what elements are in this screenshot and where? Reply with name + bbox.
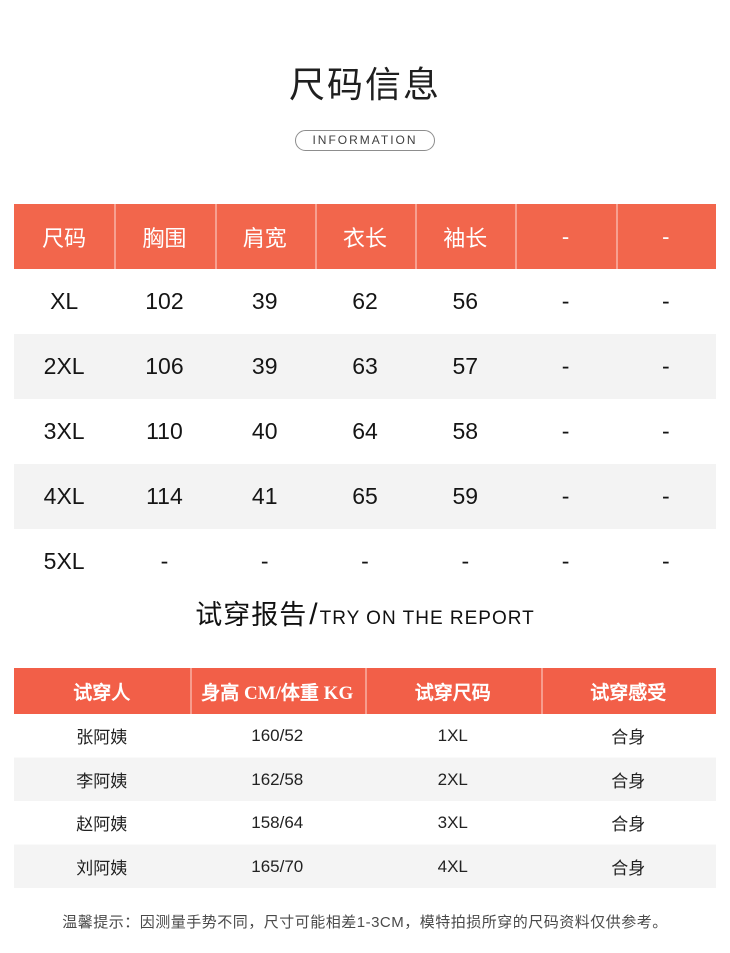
size-cell: 40 [251,418,278,444]
title-slash: / [309,598,318,631]
tryon-title-chinese: 试穿报告 [195,600,308,630]
size-cell: 58 [452,418,479,444]
tryon-table: 试穿人 身高 CM/体重 KG 试穿尺码 试穿感受 张阿姨 160/52 1XL… [14,668,716,888]
tryon-cell: 张阿姨 [76,728,128,747]
tryon-cell: 3XL [437,812,468,832]
size-cell: 106 [145,353,184,379]
size-cell: - [662,483,670,509]
tryon-cell: 刘阿姨 [76,859,128,878]
tryon-cell: 合身 [611,772,646,791]
size-header-cell: 肩宽 [215,204,315,269]
tryon-cell: 165/70 [251,856,304,876]
size-cell: - [260,548,269,574]
tryon-header-cell: 身高 CM/体重 KG [190,668,366,714]
size-cell: - [361,548,369,574]
size-cell: 59 [452,483,479,509]
size-cell: 65 [352,483,378,509]
tryon-table-header-row: 试穿人 身高 CM/体重 KG 试穿尺码 试穿感受 [14,668,716,714]
tryon-cell: 158/64 [251,812,304,832]
size-header-cell: 袖长 [415,204,515,269]
size-cell: 3XL [43,418,85,444]
size-cell: - [662,288,670,314]
tryon-table-row: 赵阿姨 158/64 3XL 合身 [14,801,716,845]
tryon-header-cell: 试穿感受 [541,668,717,714]
tryon-cell: 2XL [437,769,468,789]
size-cell: 110 [146,418,183,444]
size-table-row: XL 102 39 62 56 - - [14,269,716,334]
size-header-cell: - [616,204,716,269]
size-table-row: 4XL 114 41 65 59 - - [14,464,716,529]
size-table-row: 2XL 106 39 63 57 - - [14,334,716,399]
tryon-cell: 160/52 [251,725,304,745]
size-cell: - [561,288,570,314]
size-cell: 2XL [43,353,85,379]
size-cell: 62 [352,288,378,314]
size-cell: 63 [352,353,378,379]
information-badge: INFORMATION [295,130,435,151]
tryon-cell: 合身 [611,815,646,834]
size-cell: 39 [251,353,278,379]
size-header-cell: - [515,204,615,269]
tryon-report-title: 试穿报告/TRY ON THE REPORT [0,598,730,637]
size-cell: 41 [251,483,278,509]
page-title: 尺码信息 [288,64,441,105]
tryon-table-row: 李阿姨 162/58 2XL 合身 [14,758,716,801]
size-cell: - [662,548,670,574]
tryon-title-english: TRY ON THE REPORT [319,608,535,629]
warm-tip-text: 温馨提示：因测量手势不同，尺寸可能相差1-3CM，模特拍损所穿的尺码资料仅供参考… [62,914,668,931]
size-table-row: 3XL 110 40 64 58 - - [14,399,716,464]
tryon-header-cell: 试穿人 [73,682,131,704]
tryon-table-row: 刘阿姨 165/70 4XL 合身 [14,845,716,888]
size-table-row: 5XL - - - - - - [14,529,716,594]
size-cell: - [561,353,570,379]
tryon-cell: 李阿姨 [76,772,128,791]
size-cell: 4XL [43,483,85,509]
size-header-cell: 衣长 [315,204,415,269]
size-cell: 5XL [43,548,85,574]
size-cell: - [561,548,570,574]
size-cell: - [160,548,169,574]
tryon-cell: 4XL [437,856,468,876]
tryon-cell: 赵阿姨 [76,815,128,834]
tryon-cell: 合身 [611,728,646,747]
size-cell: - [662,418,670,444]
size-cell: - [662,353,670,379]
size-cell: 39 [251,288,278,314]
tryon-table-row: 张阿姨 160/52 1XL 合身 [14,714,716,758]
size-cell: 57 [452,353,479,379]
tryon-cell: 1XL [437,725,468,745]
size-cell: - [561,418,570,444]
size-cell: 64 [352,418,378,444]
size-table: 尺码 胸围 肩宽 衣长 袖长 - - XL 102 39 62 56 - - 2… [14,204,716,594]
size-header-cell: 尺码 [42,225,87,251]
tryon-cell: 162/58 [251,769,304,789]
size-cell: 56 [452,288,479,314]
size-cell: XL [50,288,79,314]
size-cell: - [561,483,570,509]
size-cell: - [461,548,470,574]
tryon-cell: 合身 [611,859,646,878]
size-table-header-row: 尺码 胸围 肩宽 衣长 袖长 - - [14,204,716,269]
size-cell: 102 [145,288,184,314]
size-header-cell: 胸围 [114,204,214,269]
tryon-header-cell: 试穿尺码 [365,668,541,714]
size-cell: 114 [146,483,183,509]
